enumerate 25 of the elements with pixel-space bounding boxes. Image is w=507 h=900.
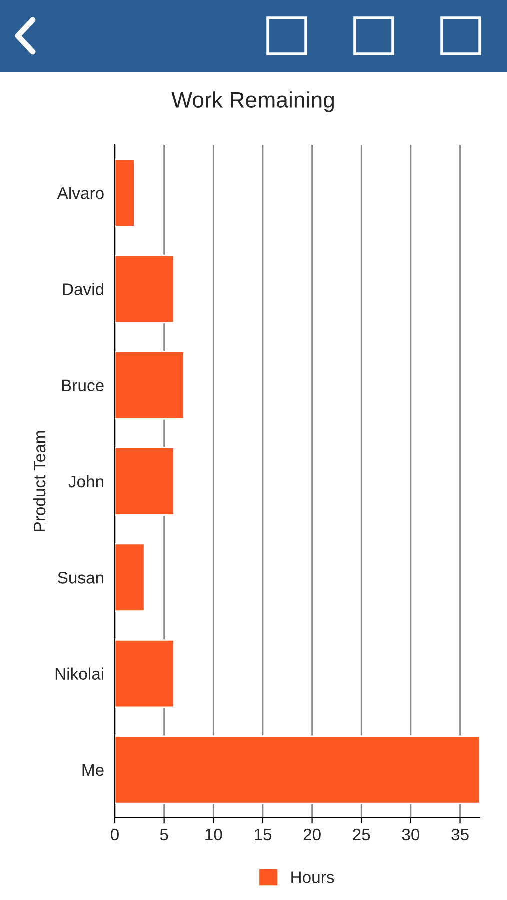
y-tick-label: David xyxy=(63,283,104,296)
x-tick-label: 0 xyxy=(111,828,119,841)
x-tick-label: 5 xyxy=(160,829,168,841)
bar xyxy=(115,351,185,420)
y-tick-label: John xyxy=(68,475,104,488)
x-tick-label: 25 xyxy=(353,828,370,841)
y-tick-label: Me xyxy=(82,764,104,776)
chart-title: Work Remaining xyxy=(172,92,334,112)
bar xyxy=(115,736,480,804)
bar xyxy=(115,447,175,516)
bar xyxy=(115,158,136,228)
x-tick-label: 10 xyxy=(206,828,222,841)
x-tick-label: 35 xyxy=(452,828,469,841)
y-tick-label: Alvaro xyxy=(57,187,104,200)
x-tick-label: 30 xyxy=(402,828,420,841)
bar xyxy=(115,543,146,612)
y-tick-label: Susan xyxy=(58,572,104,584)
legend-label: Hours xyxy=(292,872,334,884)
y-axis-title: Product Team xyxy=(33,431,46,532)
x-tick-label: 20 xyxy=(304,828,321,841)
bar xyxy=(115,639,175,708)
x-tick-label: 15 xyxy=(254,829,272,841)
y-tick-label: Nikolai xyxy=(56,668,104,680)
y-tick-label: Bruce xyxy=(62,380,104,392)
bar xyxy=(115,254,175,324)
